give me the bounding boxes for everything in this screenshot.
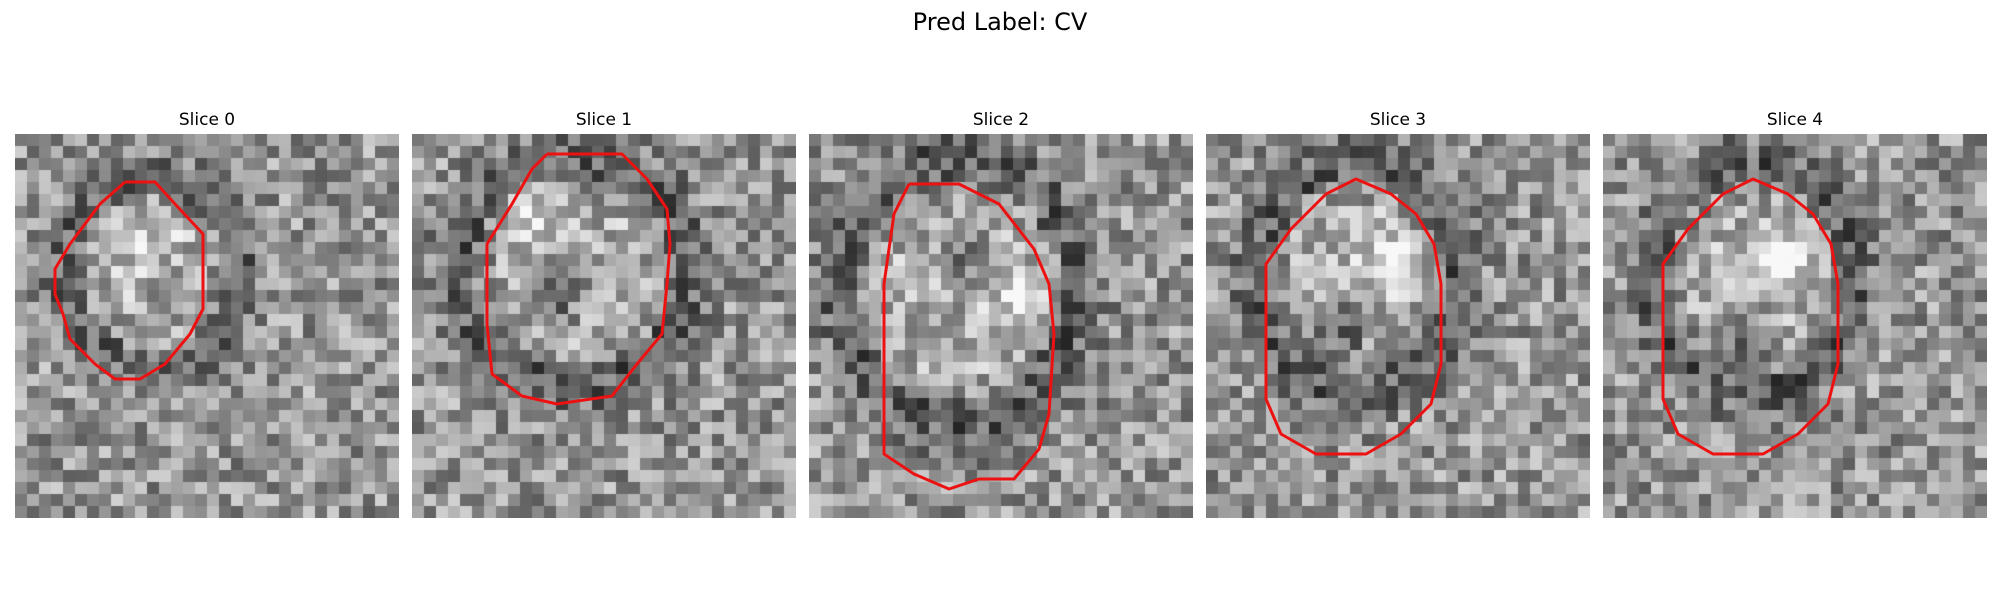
slice-panel-1: Slice 1 (412, 108, 796, 518)
figure-title: Pred Label: CV (912, 8, 1088, 36)
slice-image (15, 134, 399, 518)
slice-image (412, 134, 796, 518)
segmentation-contour (882, 182, 1056, 491)
slice-image (809, 134, 1193, 518)
slice-title: Slice 2 (972, 110, 1030, 130)
slice-panel-4: Slice 4 (1603, 108, 1987, 518)
slice-title: Slice 0 (178, 110, 236, 130)
segmentation-contour (53, 180, 205, 381)
segmentation-contour (485, 152, 672, 406)
slice-title: Slice 1 (575, 110, 633, 130)
slice-panel-3: Slice 3 (1206, 108, 1590, 518)
slice-title: Slice 3 (1369, 110, 1427, 130)
slice-title: Slice 4 (1766, 110, 1824, 130)
segmentation-contour (1661, 177, 1840, 456)
segmentation-contour (1264, 177, 1443, 456)
slice-panel-2: Slice 2 (809, 108, 1193, 518)
slice-panel-0: Slice 0 (15, 108, 399, 518)
